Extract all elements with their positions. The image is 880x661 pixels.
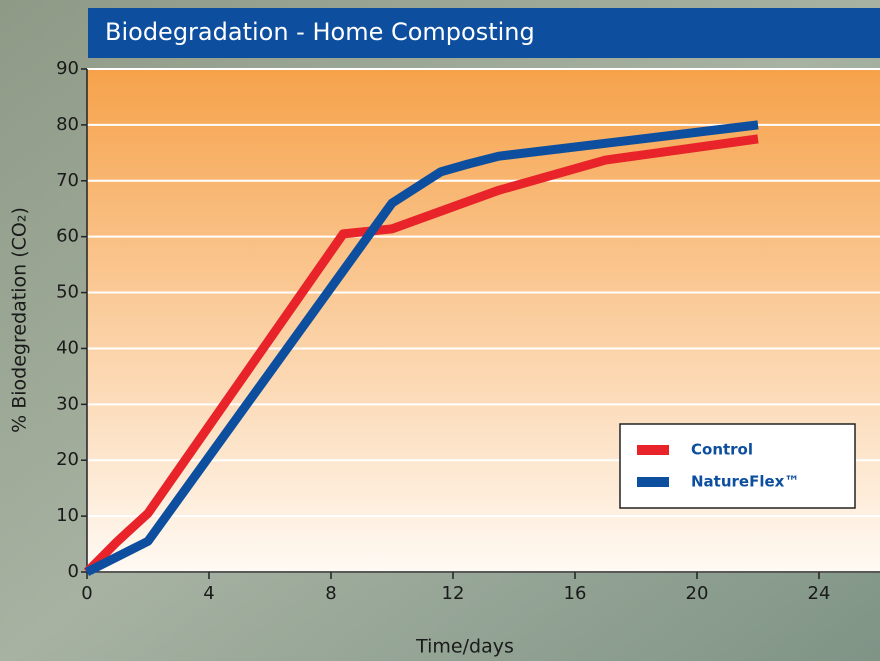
y-tick-label: 80 bbox=[56, 114, 79, 135]
x-tick-label: 12 bbox=[442, 583, 465, 604]
y-tick-label: 90 bbox=[56, 58, 79, 79]
x-tick-label: 16 bbox=[564, 583, 587, 604]
y-axis-label: % Biodegredation (CO₂) bbox=[9, 207, 31, 433]
y-tick-label: 30 bbox=[56, 393, 79, 414]
y-tick-label: 60 bbox=[56, 226, 79, 247]
y-tick-label: 10 bbox=[56, 505, 79, 526]
x-tick-label: 24 bbox=[808, 583, 831, 604]
x-tick-label: 8 bbox=[325, 583, 336, 604]
legend-label: Control bbox=[691, 441, 753, 459]
legend-swatch bbox=[637, 445, 669, 455]
legend-box bbox=[620, 424, 855, 508]
legend-swatch bbox=[637, 477, 669, 487]
y-tick-label: 50 bbox=[56, 282, 79, 303]
x-tick-label: 4 bbox=[203, 583, 214, 604]
chart: Biodegradation - Home Composting Time/da… bbox=[0, 0, 880, 661]
y-tick-label: 20 bbox=[56, 449, 79, 470]
x-tick-label: 20 bbox=[686, 583, 709, 604]
y-tick-label: 0 bbox=[68, 561, 79, 582]
y-tick-label: 70 bbox=[56, 170, 79, 191]
legend-label: NatureFlex™ bbox=[691, 473, 799, 491]
x-axis-label: Time/days bbox=[415, 636, 514, 658]
y-tick-label: 40 bbox=[56, 337, 79, 358]
chart-title: Biodegradation - Home Composting bbox=[105, 18, 535, 46]
x-tick-label: 0 bbox=[81, 583, 92, 604]
